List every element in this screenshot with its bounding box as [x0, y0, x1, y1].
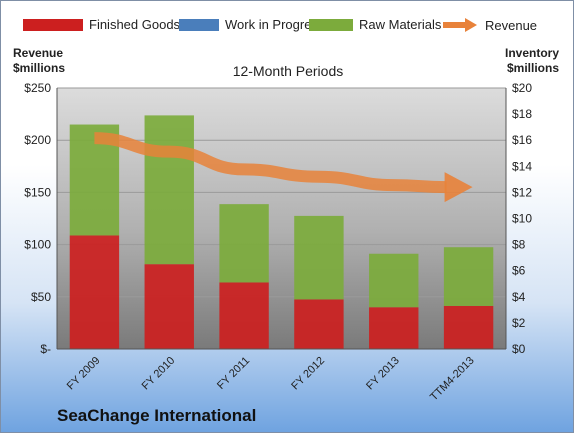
legend-item-finished-goods: Finished Goods: [23, 17, 180, 32]
legend-label: Work in Progress: [225, 17, 325, 32]
raw-materials-swatch: [309, 18, 353, 31]
finished-goods-bar: [69, 235, 120, 349]
right-axis-title-line2: $millions: [506, 61, 559, 75]
finished-goods-bar: [294, 299, 344, 349]
left-axis-title-line2: $millions: [13, 61, 66, 75]
right-axis-title-line1: Inventory: [504, 46, 559, 60]
left-axis-title-line1: Revenue: [13, 46, 64, 60]
work-in-progress-swatch: [179, 18, 219, 31]
revenue-line: [94, 132, 447, 194]
finished-goods-bar: [443, 305, 494, 349]
raw-materials-bar: [144, 115, 194, 265]
right-tick-label: $2: [512, 316, 526, 330]
category-label: TTM4-2013: [428, 355, 477, 404]
chart-subtitle: 12-Month Periods: [232, 63, 344, 79]
left-tick-label: $250: [24, 81, 51, 95]
category-label: FY 2010: [140, 355, 178, 393]
right-tick-label: $6: [512, 264, 526, 278]
right-tick-label: $18: [512, 107, 532, 121]
left-tick-label: $150: [24, 185, 51, 199]
right-tick-label: $0: [512, 342, 526, 356]
left-tick-label: $100: [24, 238, 51, 252]
company-name: SeaChange International: [57, 406, 257, 425]
legend-label: Finished Goods: [89, 17, 181, 32]
right-tick-label: $8: [512, 238, 526, 252]
left-axis-title: Revenue $millions: [13, 46, 65, 76]
right-tick-label: $16: [512, 133, 532, 147]
finished-goods-swatch: [23, 18, 83, 31]
legend-item-revenue: Revenue: [441, 17, 537, 33]
legend: Finished Goods Work in Progress Raw Mate…: [1, 17, 573, 35]
revenue-arrow-icon: [443, 18, 477, 32]
category-label: FY 2011: [215, 355, 252, 392]
finished-goods-bar: [369, 307, 419, 349]
finished-goods-bar: [144, 264, 194, 349]
right-tick-label: $14: [512, 159, 532, 173]
raw-materials-bar: [294, 215, 344, 300]
raw-materials-bar: [443, 247, 494, 306]
right-tick-label: $12: [512, 185, 532, 199]
category-label: FY 2012: [289, 355, 327, 393]
revenue-arrowhead: [444, 172, 473, 203]
right-tick-label: $20: [512, 81, 532, 95]
finished-goods-bar: [219, 282, 269, 349]
legend-item-work-in-progress: Work in Progress: [179, 17, 324, 32]
right-tick-label: $4: [512, 290, 526, 304]
legend-item-raw-materials: Raw Materials: [309, 17, 441, 32]
legend-label: Revenue: [485, 17, 538, 33]
plot-area: [57, 88, 506, 349]
raw-materials-bar: [219, 204, 269, 283]
left-tick-label: $50: [31, 290, 51, 304]
right-tick-label: $10: [512, 212, 532, 226]
category-label: FY 2009: [65, 355, 103, 393]
category-label: FY 2013: [364, 355, 402, 393]
left-tick-label: $-: [40, 342, 51, 356]
legend-label: Raw Materials: [359, 17, 442, 32]
raw-materials-bar: [369, 253, 419, 308]
left-tick-label: $200: [24, 133, 51, 147]
right-axis-title: Inventory $millions: [505, 46, 559, 76]
